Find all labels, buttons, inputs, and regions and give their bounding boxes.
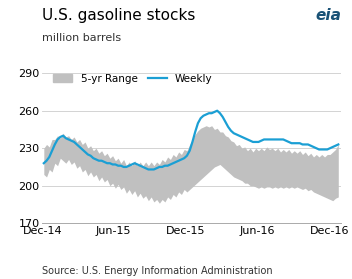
Text: eia: eia: [315, 8, 341, 23]
Legend: 5-yr Range, Weekly: 5-yr Range, Weekly: [54, 74, 213, 84]
Text: Source: U.S. Energy Information Administration: Source: U.S. Energy Information Administ…: [42, 266, 273, 276]
Text: million barrels: million barrels: [42, 33, 121, 44]
Text: U.S. gasoline stocks: U.S. gasoline stocks: [42, 8, 196, 23]
